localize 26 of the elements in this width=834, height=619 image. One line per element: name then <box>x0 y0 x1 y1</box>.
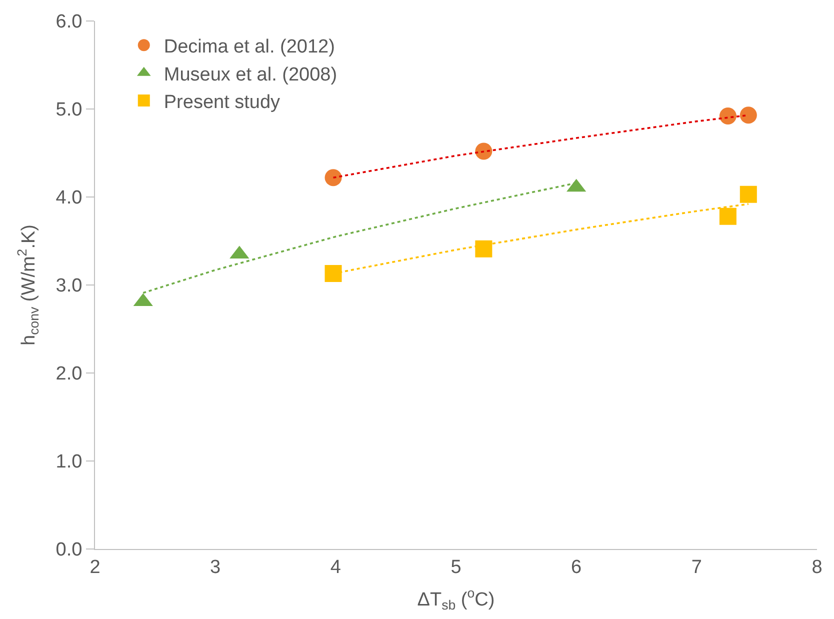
y-tick-label: 3.0 <box>56 276 82 297</box>
x-tick-label: 8 <box>812 556 822 578</box>
y-tick-label: 6.0 <box>56 12 82 33</box>
x-tick-label: 7 <box>691 556 702 578</box>
legend-label: Decima et al. (2012) <box>164 36 335 58</box>
x-tick-label: 5 <box>450 556 462 578</box>
point <box>719 108 736 125</box>
y-tick-label: 4.0 <box>56 188 82 209</box>
point <box>324 169 342 186</box>
x-axis-title: ΔT$_{sb}$ ($^{o}$C) <box>417 586 495 613</box>
x-tick-label: 3 <box>210 556 221 578</box>
x-tick-label: 2 <box>90 556 100 578</box>
legend-label: Museux et al. (2008) <box>164 64 338 86</box>
y-tick-label: 0.0 <box>56 540 82 561</box>
y-tick-label: 1.0 <box>56 452 82 473</box>
point <box>719 208 736 225</box>
point <box>475 142 492 160</box>
point <box>740 106 757 124</box>
x-tick-label: 6 <box>571 556 582 578</box>
point <box>740 186 757 203</box>
y-tick-label: 5.0 <box>56 100 82 121</box>
legend-label: Present study <box>164 92 281 113</box>
point <box>475 240 492 258</box>
point <box>324 265 342 282</box>
x-tick-label: 4 <box>330 556 342 578</box>
y-tick-label: 2.0 <box>56 364 82 385</box>
